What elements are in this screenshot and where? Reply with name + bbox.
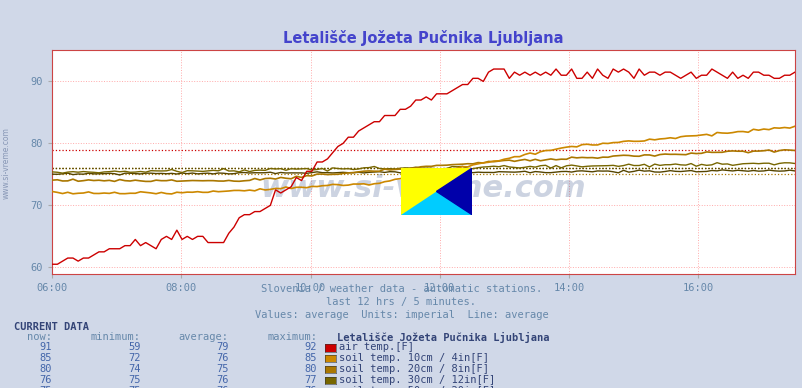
Text: 72: 72 — [128, 353, 140, 363]
Text: 75: 75 — [128, 375, 140, 385]
Text: minimum:: minimum: — [91, 332, 140, 342]
Text: soil temp. 50cm / 20in[F]: soil temp. 50cm / 20in[F] — [338, 386, 495, 388]
Text: Letališče Jožeta Pučnika Ljubljana: Letališče Jožeta Pučnika Ljubljana — [337, 332, 549, 343]
Text: 80: 80 — [304, 364, 317, 374]
Text: maximum:: maximum: — [267, 332, 317, 342]
Text: 79: 79 — [216, 342, 229, 352]
Text: CURRENT DATA: CURRENT DATA — [14, 322, 89, 332]
Text: 74: 74 — [128, 364, 140, 374]
Text: 75: 75 — [128, 386, 140, 388]
Text: last 12 hrs / 5 minutes.: last 12 hrs / 5 minutes. — [326, 297, 476, 307]
Text: 76: 76 — [216, 375, 229, 385]
Text: average:: average: — [179, 332, 229, 342]
Text: 80: 80 — [39, 364, 52, 374]
Polygon shape — [400, 168, 472, 215]
Text: Slovenia / weather data - automatic stations.: Slovenia / weather data - automatic stat… — [261, 284, 541, 294]
Title: Letališče Jožeta Pučnika Ljubljana: Letališče Jožeta Pučnika Ljubljana — [283, 31, 563, 47]
Text: now:: now: — [27, 332, 52, 342]
Text: air temp.[F]: air temp.[F] — [338, 342, 413, 352]
Text: 75: 75 — [39, 386, 52, 388]
Text: 76: 76 — [216, 386, 229, 388]
Text: 77: 77 — [304, 375, 317, 385]
Text: www.si-vreme.com: www.si-vreme.com — [2, 127, 11, 199]
Text: www.si-vreme.com: www.si-vreme.com — [261, 174, 585, 203]
Text: 76: 76 — [304, 386, 317, 388]
Polygon shape — [400, 168, 472, 215]
Text: 85: 85 — [304, 353, 317, 363]
Text: 91: 91 — [39, 342, 52, 352]
Text: 85: 85 — [39, 353, 52, 363]
Text: soil temp. 30cm / 12in[F]: soil temp. 30cm / 12in[F] — [338, 375, 495, 385]
Text: 76: 76 — [39, 375, 52, 385]
Text: 59: 59 — [128, 342, 140, 352]
Text: 92: 92 — [304, 342, 317, 352]
Text: soil temp. 10cm / 4in[F]: soil temp. 10cm / 4in[F] — [338, 353, 488, 363]
Text: 75: 75 — [216, 364, 229, 374]
Polygon shape — [436, 168, 472, 215]
Text: 76: 76 — [216, 353, 229, 363]
Text: Values: average  Units: imperial  Line: average: Values: average Units: imperial Line: av… — [254, 310, 548, 320]
Text: soil temp. 20cm / 8in[F]: soil temp. 20cm / 8in[F] — [338, 364, 488, 374]
